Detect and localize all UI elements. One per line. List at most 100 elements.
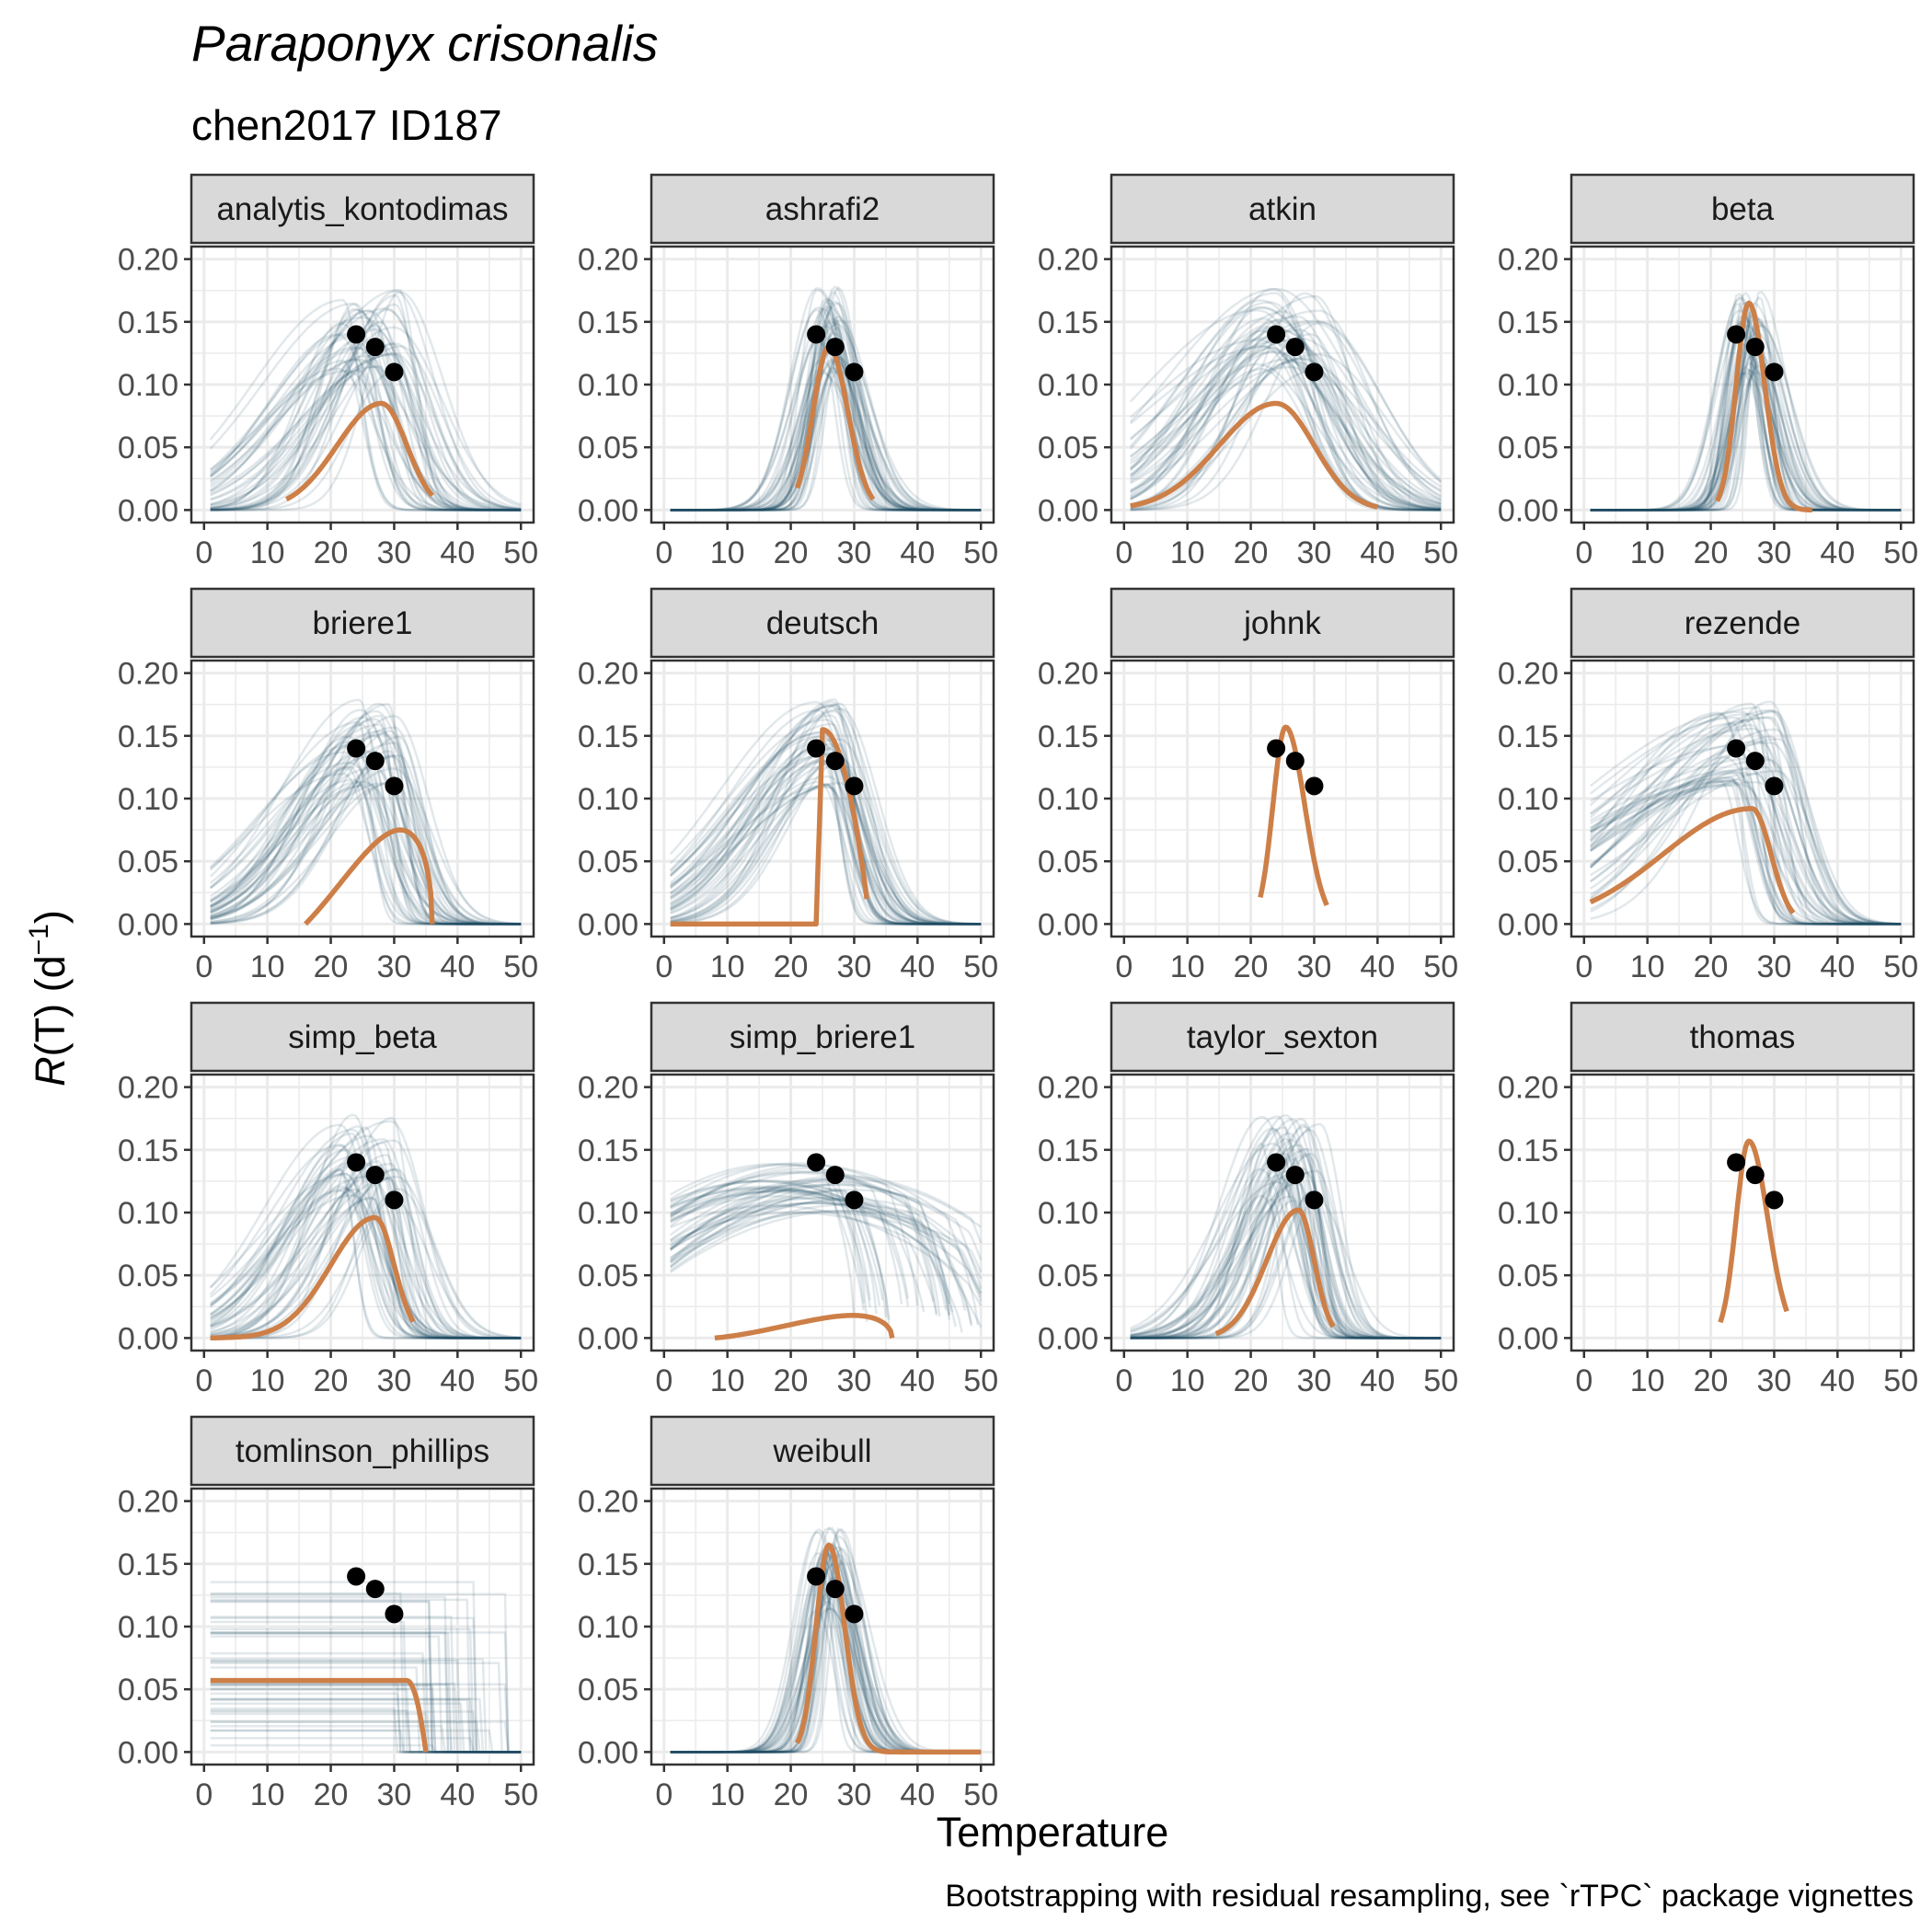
bootstrap-line bbox=[210, 1600, 522, 1754]
bootstrap-line bbox=[1130, 347, 1442, 510]
bootstrap-line bbox=[1590, 340, 1902, 512]
chart-subtitle: chen2017 ID187 bbox=[191, 101, 502, 149]
bootstrap-line bbox=[669, 1209, 954, 1313]
bootstrap-line bbox=[210, 1598, 522, 1754]
bootstrap-line bbox=[209, 723, 522, 926]
bootstrap-line bbox=[209, 335, 522, 512]
plot-inner-weibull bbox=[651, 1489, 994, 1765]
bootstrap-line bbox=[669, 705, 982, 926]
bootstrap-line bbox=[1589, 716, 1902, 926]
bootstrap-line bbox=[670, 302, 982, 512]
bootstrap-line bbox=[670, 334, 982, 512]
bootstrap-line bbox=[210, 735, 522, 926]
y-tick-label: 0.00 bbox=[1038, 493, 1098, 528]
x-tick-label: 20 bbox=[1694, 1363, 1729, 1398]
bootstrap-line bbox=[210, 1697, 522, 1754]
bootstrap-line bbox=[210, 783, 522, 926]
bootstrap-line bbox=[670, 1190, 983, 1294]
bootstrap-line bbox=[1590, 700, 1902, 926]
y-tick-label: 0.00 bbox=[118, 493, 178, 528]
bootstrap-line bbox=[210, 1627, 522, 1754]
bootstrap-line bbox=[210, 1167, 522, 1340]
bootstrap-line bbox=[670, 319, 982, 512]
bootstrap-line bbox=[670, 366, 982, 512]
bootstrap-line bbox=[210, 344, 522, 512]
bootstrap-line bbox=[670, 310, 982, 512]
bootstrap-line bbox=[669, 1179, 951, 1305]
bootstrap-line bbox=[670, 1171, 983, 1273]
bootstrap-line bbox=[210, 1709, 522, 1754]
bootstrap-line bbox=[210, 293, 522, 512]
x-tick-label: 40 bbox=[1820, 535, 1855, 570]
y-axis-title-unit: (T) (d bbox=[27, 955, 74, 1056]
bootstrap-line bbox=[210, 754, 522, 926]
bootstrap-line bbox=[210, 1125, 522, 1340]
bootstrap-line bbox=[1130, 358, 1442, 511]
x-tick-label: 0 bbox=[1575, 1363, 1593, 1398]
plot-inner-simp_briere1 bbox=[651, 1075, 994, 1351]
strip-label-simp_beta: simp_beta bbox=[288, 1019, 437, 1055]
bootstrap-line bbox=[210, 1188, 522, 1340]
x-tick-label: 0 bbox=[195, 535, 213, 570]
y-tick-label: 0.20 bbox=[118, 657, 178, 692]
bootstrap-line bbox=[1130, 1169, 1442, 1340]
bootstrap-line bbox=[1590, 744, 1902, 926]
y-tick-label: 0.15 bbox=[118, 1133, 178, 1168]
bootstrap-line bbox=[1130, 1149, 1442, 1340]
strip-label-johnk: johnk bbox=[1243, 605, 1321, 641]
bootstrap-line bbox=[210, 714, 522, 926]
x-tick-label: 50 bbox=[503, 1363, 538, 1398]
bootstrap-line bbox=[210, 354, 522, 512]
x-tick-label: 10 bbox=[250, 535, 285, 570]
y-tick-label: 0.00 bbox=[1498, 907, 1558, 942]
panel-simp_briere1: simp_briere1 0.00 0.05 0.10 0.15 0.20 0 10 20 30 4… bbox=[578, 1001, 998, 1398]
bootstrap-line bbox=[669, 1177, 982, 1252]
bootstrap-line bbox=[210, 1160, 522, 1340]
bootstrap-line bbox=[210, 1154, 522, 1340]
bootstrap-line bbox=[210, 1134, 522, 1340]
fit-curve-simp_beta bbox=[209, 1214, 416, 1340]
bootstrap-line bbox=[670, 1211, 973, 1327]
bootstrap-line bbox=[1589, 719, 1902, 926]
bootstrap-line bbox=[1130, 341, 1442, 512]
x-tick-label: 10 bbox=[1170, 949, 1205, 984]
x-tick-label: 10 bbox=[1630, 949, 1665, 984]
data-point bbox=[385, 362, 404, 382]
bootstrap-line bbox=[1590, 354, 1902, 512]
bootstrap-line bbox=[670, 740, 982, 926]
bootstrap-line bbox=[210, 1702, 522, 1754]
bootstrap-line bbox=[210, 1688, 522, 1754]
bootstrap-line bbox=[1129, 310, 1442, 512]
y-tick-label: 0.00 bbox=[1038, 1321, 1098, 1356]
y-tick-label: 0.00 bbox=[578, 1321, 638, 1356]
bootstrap-line bbox=[1590, 353, 1902, 512]
bootstrap-line bbox=[1590, 319, 1902, 512]
data-point bbox=[1727, 1153, 1746, 1172]
bootstrap-line bbox=[670, 743, 982, 926]
x-tick-label: 30 bbox=[1297, 949, 1332, 984]
y-tick-label: 0.20 bbox=[118, 1071, 178, 1106]
y-tick-label: 0.00 bbox=[578, 493, 638, 528]
bootstrap-line bbox=[1589, 702, 1902, 926]
strip-ashrafi2 bbox=[650, 173, 995, 245]
y-tick-label: 0.05 bbox=[118, 845, 178, 880]
y-tick-label: 0.05 bbox=[118, 1673, 178, 1708]
bootstrap-line bbox=[1590, 769, 1902, 926]
x-tick-label: 10 bbox=[1170, 1363, 1205, 1398]
x-tick-label: 0 bbox=[1575, 949, 1593, 984]
data-point bbox=[365, 1166, 385, 1185]
y-axis-title: R(T) (d−1) bbox=[24, 910, 74, 1087]
bootstrap-line bbox=[669, 1180, 983, 1260]
bootstrap-line bbox=[1590, 339, 1902, 512]
bootstrap-line bbox=[210, 1165, 522, 1340]
strip-label-ashrafi2: ashrafi2 bbox=[765, 191, 880, 227]
bootstrap-line bbox=[209, 346, 522, 512]
bootstrap-line bbox=[210, 1635, 522, 1754]
bootstrap-line bbox=[1590, 312, 1902, 512]
bootstrap-line bbox=[1130, 337, 1442, 508]
bootstrap-line bbox=[210, 1687, 522, 1754]
bootstrap-line bbox=[210, 723, 522, 926]
x-tick-label: 50 bbox=[963, 535, 998, 570]
x-tick-label: 30 bbox=[377, 1363, 412, 1398]
bootstrap-line bbox=[670, 308, 982, 512]
